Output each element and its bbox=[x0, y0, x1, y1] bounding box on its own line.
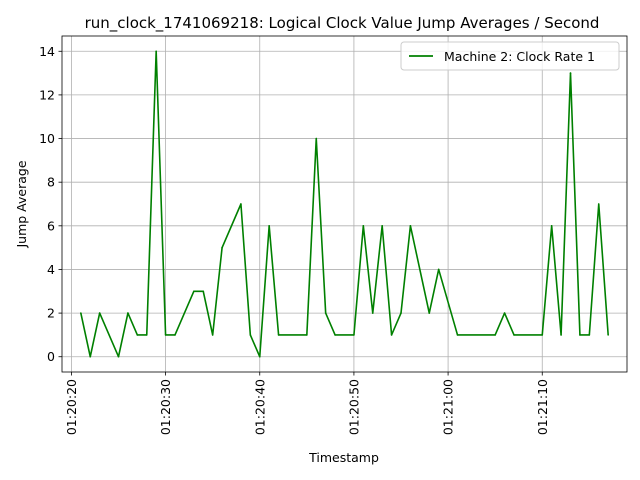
data-point bbox=[221, 246, 223, 249]
data-point bbox=[607, 334, 609, 336]
data-point bbox=[127, 312, 129, 314]
data-point bbox=[89, 355, 92, 358]
legend-label: Machine 2: Clock Rate 1 bbox=[444, 49, 595, 64]
legend-box bbox=[400, 41, 620, 71]
data-point bbox=[456, 334, 459, 336]
data-point bbox=[437, 268, 440, 271]
legend: Machine 2: Clock Rate 1 bbox=[400, 41, 620, 71]
y-axis-label: Jump Average bbox=[14, 160, 29, 248]
data-point bbox=[268, 225, 270, 227]
x-tick-label: 01:20:40 bbox=[252, 379, 267, 435]
series-line bbox=[80, 50, 609, 358]
data-point bbox=[164, 334, 167, 336]
data-point bbox=[409, 225, 412, 227]
data-point bbox=[541, 334, 544, 336]
axes: 0 2 4 6 8 10 12 14 01:20:20 01:20:30 01:20:40 01:20… bbox=[39, 35, 628, 435]
data-point bbox=[193, 290, 195, 293]
data-point bbox=[503, 312, 506, 314]
x-tick-label: 01:20:20 bbox=[64, 379, 79, 435]
x-axis-label: Timestamp bbox=[308, 450, 379, 465]
data-point bbox=[174, 334, 176, 336]
data-point bbox=[371, 312, 374, 314]
data-point bbox=[202, 290, 205, 293]
data-point bbox=[588, 334, 591, 336]
y-tick-label: 6 bbox=[47, 218, 55, 233]
y-tick-label: 10 bbox=[39, 131, 55, 146]
data-point bbox=[80, 312, 82, 314]
y-tick-label: 0 bbox=[47, 349, 55, 364]
data-point bbox=[390, 334, 393, 336]
data-point bbox=[277, 334, 280, 336]
data-point bbox=[362, 225, 365, 227]
data-point bbox=[98, 312, 101, 314]
data-point bbox=[428, 312, 431, 314]
data-point bbox=[381, 225, 383, 227]
data-point bbox=[258, 355, 261, 358]
data-point bbox=[353, 334, 355, 336]
data-point bbox=[560, 334, 562, 336]
data-point bbox=[211, 334, 214, 336]
x-tick-label: 01:20:30 bbox=[158, 379, 173, 435]
data-point bbox=[334, 334, 336, 336]
x-tick-label: 01:21:00 bbox=[441, 379, 456, 435]
x-tick-label: 01:20:50 bbox=[346, 379, 361, 435]
data-point bbox=[136, 334, 139, 336]
x-tick-label: 01:21:10 bbox=[535, 379, 550, 435]
data-point bbox=[550, 225, 553, 227]
grid bbox=[62, 36, 627, 372]
y-tick-label: 12 bbox=[39, 87, 55, 102]
plot-frame bbox=[61, 35, 628, 373]
chart-title: run_clock_1741069218: Logical Clock Valu… bbox=[85, 14, 600, 33]
data-point bbox=[155, 50, 157, 53]
data-point bbox=[145, 334, 148, 336]
data-point bbox=[249, 334, 252, 336]
y-tick-label: 8 bbox=[47, 175, 55, 190]
data-point bbox=[306, 334, 308, 336]
data-point bbox=[569, 72, 572, 74]
data-point bbox=[117, 355, 120, 358]
y-tick-label: 4 bbox=[47, 262, 55, 277]
data-point bbox=[579, 334, 581, 336]
data-point bbox=[494, 334, 496, 336]
data-point bbox=[597, 203, 600, 205]
data-point bbox=[315, 137, 318, 140]
y-tick-label: 2 bbox=[47, 306, 55, 321]
data-point bbox=[240, 203, 242, 205]
y-tick-label: 14 bbox=[39, 44, 55, 59]
data-point bbox=[513, 334, 515, 336]
series-layer bbox=[80, 50, 609, 358]
data-point bbox=[324, 312, 327, 314]
data-point bbox=[400, 312, 402, 314]
